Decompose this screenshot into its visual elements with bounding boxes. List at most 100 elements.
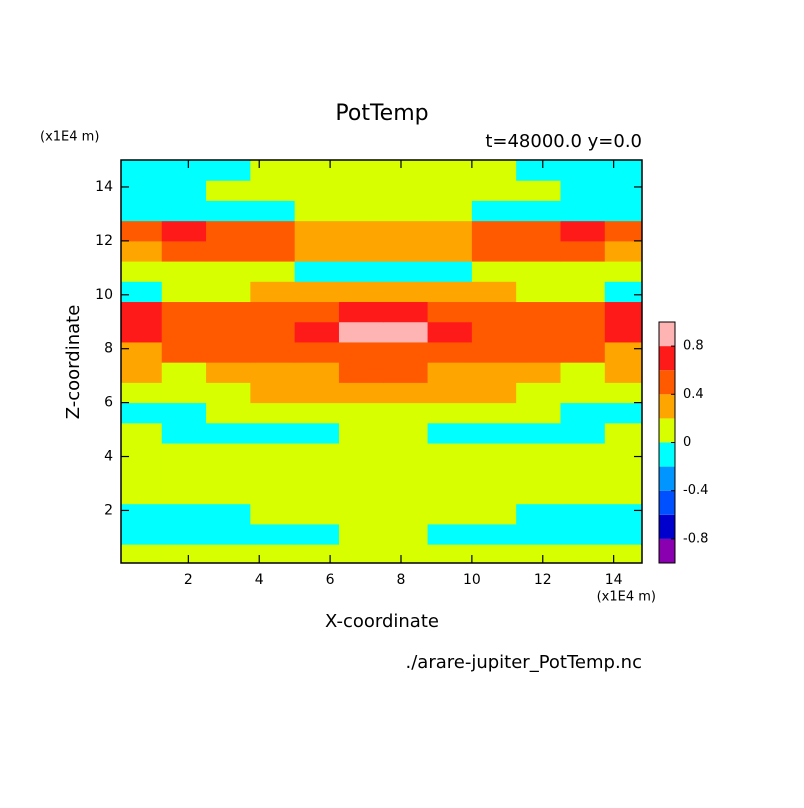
- x-tick-label: 8: [397, 572, 406, 588]
- contour-cell: [560, 321, 606, 343]
- contour-cell: [516, 321, 561, 343]
- contour-cell: [471, 220, 517, 242]
- contour-cell: [516, 281, 561, 303]
- contour-cell: [161, 240, 207, 262]
- contour-cell: [471, 200, 517, 222]
- contour-cell: [516, 341, 561, 363]
- chart-subtitle: t=48000.0 y=0.0: [485, 131, 642, 152]
- contour-cell: [294, 503, 340, 525]
- contour-cell: [427, 261, 473, 282]
- contour-cell: [206, 463, 251, 484]
- contour-cell: [383, 483, 429, 505]
- y-tick-label: 14: [95, 179, 113, 195]
- contour-cell: [250, 281, 296, 303]
- contour-cell: [427, 220, 473, 242]
- contour-cell: [206, 382, 251, 404]
- contour-cell: [121, 281, 163, 303]
- colorbar-tick-label: -0.8: [683, 531, 708, 546]
- contour-cell: [560, 422, 606, 444]
- contour-cell: [516, 220, 561, 242]
- contour-cell: [383, 341, 429, 363]
- contour-cell: [427, 362, 473, 383]
- contour-cell: [206, 523, 251, 545]
- contour-cell: [383, 180, 429, 201]
- contour-cell: [383, 220, 429, 242]
- contour-cell: [250, 463, 296, 484]
- contour-cell: [604, 281, 642, 303]
- contour-cell: [121, 220, 163, 242]
- contour-cell: [560, 160, 606, 181]
- contour-cell: [383, 422, 429, 444]
- contour-cell: [161, 220, 207, 242]
- x-axis-label: X-coordinate: [325, 611, 439, 632]
- contour-cell: [121, 443, 163, 464]
- contour-cell: [161, 402, 207, 424]
- contour-cell: [250, 362, 296, 383]
- contour-cell: [338, 544, 384, 563]
- contour-cell: [161, 463, 207, 484]
- contour-cell: [604, 301, 642, 323]
- contour-cell: [294, 341, 340, 363]
- contour-cell: [338, 301, 384, 323]
- contour-cell: [161, 382, 207, 404]
- contour-cell: [471, 483, 517, 505]
- colorbar-band: [659, 538, 675, 563]
- contour-cell: [206, 402, 251, 424]
- contour-cell: [427, 200, 473, 222]
- contour-cell: [161, 200, 207, 222]
- contour-cell: [121, 321, 163, 343]
- contour-cell: [471, 341, 517, 363]
- contour-cell: [560, 240, 606, 262]
- contour-cell: [427, 483, 473, 505]
- contour-cell: [338, 220, 384, 242]
- contour-cell: [427, 321, 473, 343]
- contour-cell: [338, 321, 384, 343]
- contour-cell: [338, 281, 384, 303]
- contour-cell: [383, 281, 429, 303]
- contour-cell: [427, 402, 473, 424]
- footer: ./arare-jupiter_PotTemp.nc: [406, 652, 642, 673]
- contour-cell: [121, 422, 163, 444]
- contour-cell: [121, 160, 163, 181]
- contour-cell: [383, 321, 429, 343]
- contour-cell: [294, 281, 340, 303]
- colorbar-band: [659, 394, 675, 419]
- contour-cell: [427, 341, 473, 363]
- contour-cell: [471, 382, 517, 404]
- contour-cell: [383, 544, 429, 563]
- contour-cell: [206, 180, 251, 201]
- contour-cell: [560, 483, 606, 505]
- contour-cell: [121, 362, 163, 383]
- contour-cell: [560, 220, 606, 242]
- x-tick-label: 12: [534, 572, 552, 588]
- contour-cell: [294, 523, 340, 545]
- contour-cell: [161, 483, 207, 505]
- chart-title: PotTemp: [335, 101, 428, 126]
- contour-cell: [604, 422, 642, 444]
- colorbar-band: [659, 346, 675, 371]
- contour-cell: [206, 240, 251, 262]
- contour-cell: [161, 523, 207, 545]
- contour-cell: [161, 341, 207, 363]
- contour-cell: [560, 200, 606, 222]
- contour-cell: [294, 160, 340, 181]
- contour-cell: [516, 523, 561, 545]
- contour-cell: [604, 180, 642, 201]
- contour-cell: [294, 382, 340, 404]
- contour-cell: [121, 200, 163, 222]
- contour-cell: [560, 443, 606, 464]
- contour-cell: [161, 443, 207, 464]
- contour-cell: [471, 180, 517, 201]
- contour-cell: [294, 443, 340, 464]
- contour-cell: [294, 240, 340, 262]
- contour-cell: [516, 200, 561, 222]
- contour-cell: [250, 422, 296, 444]
- contour-cell: [604, 220, 642, 242]
- contour-cell: [338, 362, 384, 383]
- contour-cell: [161, 321, 207, 343]
- colorbar-band: [659, 418, 675, 443]
- contour-cell: [427, 443, 473, 464]
- contour-cell: [604, 382, 642, 404]
- y-tick-label: 2: [104, 502, 113, 518]
- contour-cell: [383, 463, 429, 484]
